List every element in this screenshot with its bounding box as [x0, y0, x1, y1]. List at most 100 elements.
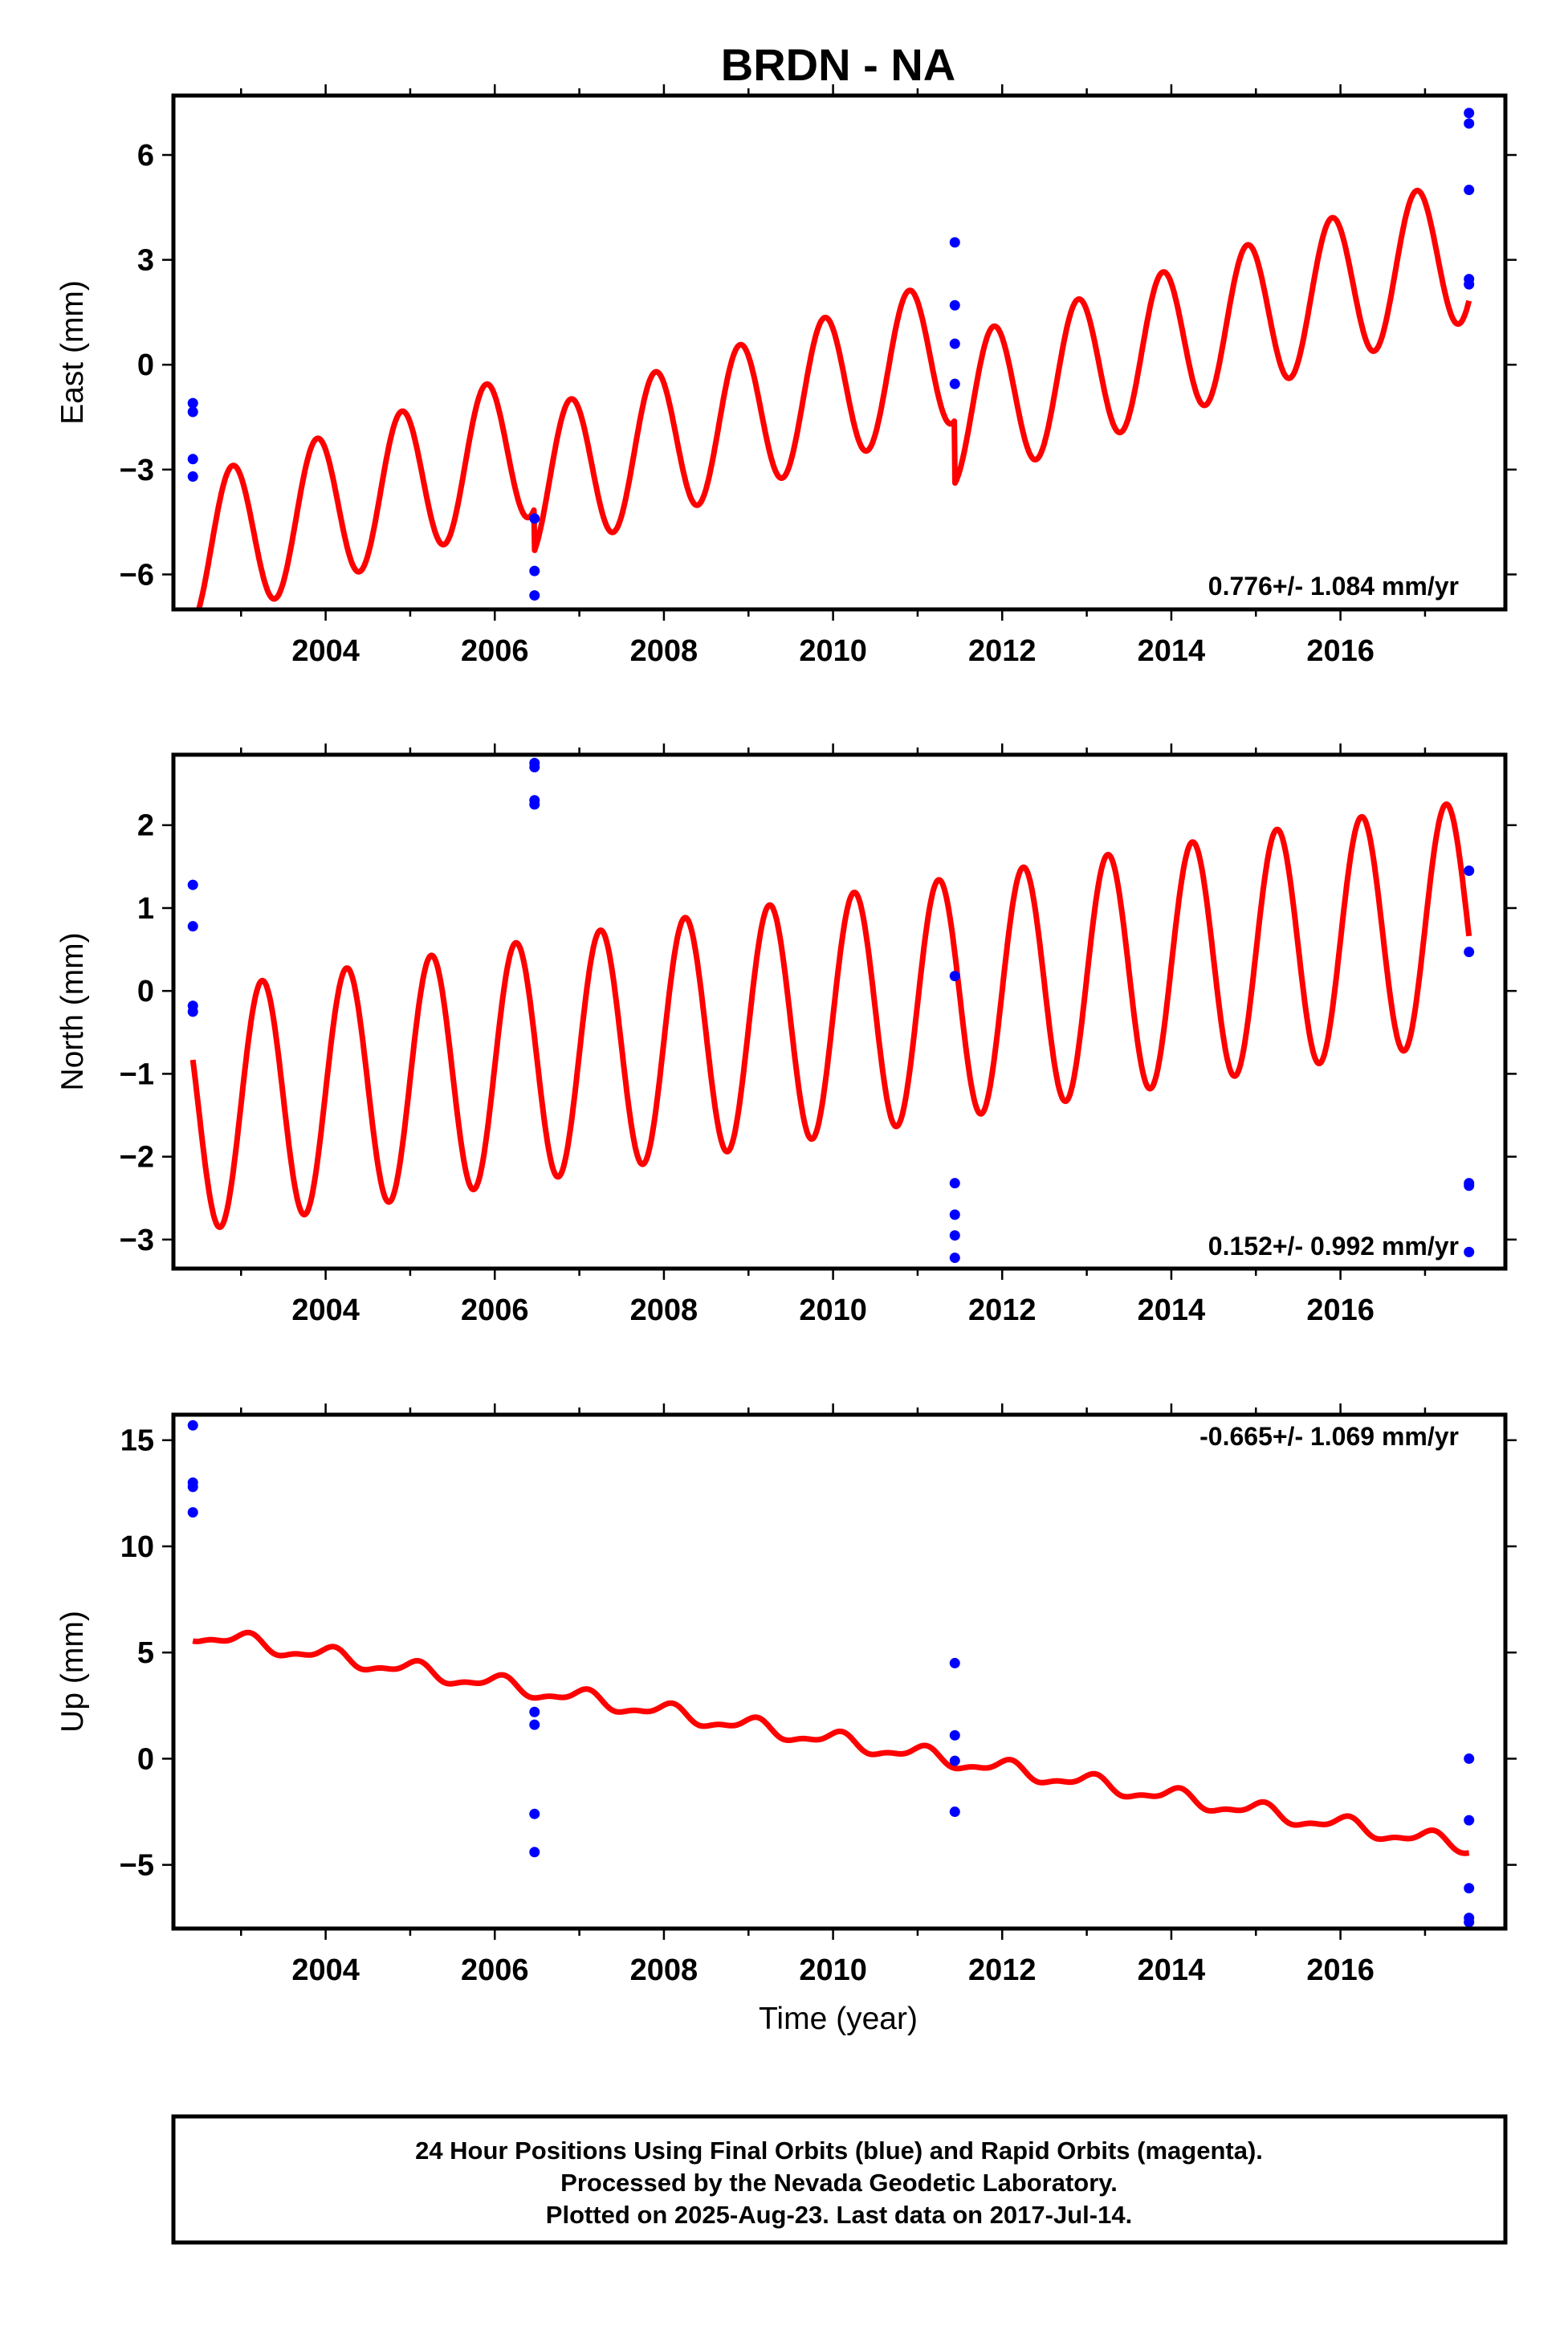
x-tick-label: 2008 [630, 634, 698, 668]
x-tick-label: 2014 [1138, 634, 1206, 668]
up-data-point [949, 1657, 960, 1668]
east-data-point [1464, 185, 1475, 196]
x-tick-label: 2006 [461, 1953, 529, 1987]
x-axis-label: Time (year) [759, 2002, 918, 2036]
x-tick-label: 2008 [630, 1293, 698, 1327]
up-panel: 2004 2006 2008 2010 2012 2014 2016 −5 0 5 10 15 Up (… [55, 1403, 1517, 1987]
y-tick-label: −3 [120, 1224, 154, 1257]
up-data-point [949, 1755, 960, 1766]
y-tick-label: −1 [120, 1057, 154, 1091]
x-tick-label: 2004 [291, 634, 360, 668]
up-data-point [529, 1719, 540, 1730]
north-data-point [949, 1230, 960, 1241]
y-tick-label: 0 [137, 975, 154, 1008]
up-rate-label: -0.665+/- 1.069 mm/yr [1199, 1422, 1459, 1451]
up-data-point [529, 1847, 540, 1858]
x-tick-label: 2012 [968, 634, 1037, 668]
up-data-point [187, 1481, 198, 1493]
east-data-point [949, 378, 960, 389]
y-tick-label: 2 [137, 809, 154, 843]
north-data-point [949, 1253, 960, 1264]
y-tick-label: −3 [120, 454, 154, 487]
x-tick-label: 2010 [799, 1293, 867, 1327]
north-data-point [187, 1006, 198, 1017]
y-tick-label: 5 [137, 1636, 154, 1670]
y-tick-label: 6 [137, 139, 154, 173]
east-data-point [187, 454, 198, 465]
east-data-point [529, 513, 540, 524]
east-model-line [195, 187, 1472, 609]
x-tick-label: 2016 [1306, 1293, 1375, 1327]
up-model-line [190, 1629, 1472, 1856]
north-data-point [1464, 947, 1475, 958]
north-data-point [949, 1209, 960, 1220]
north-y-axis-label: North (mm) [55, 932, 90, 1090]
x-tick-label: 2012 [968, 1293, 1037, 1327]
y-tick-label: 15 [120, 1424, 154, 1458]
north-data-point [187, 921, 198, 932]
north-data-point [949, 1178, 960, 1189]
footer-line-2: Processed by the Nevada Geodetic Laborat… [560, 2169, 1118, 2197]
east-panel: 2004 2006 2008 2010 2012 2014 2016 −6 −3 0 3 6 East … [55, 84, 1517, 668]
y-tick-label: 1 [137, 892, 154, 926]
east-y-axis-label: East (mm) [55, 280, 90, 425]
east-data-point [949, 237, 960, 248]
up-data-point [529, 1808, 540, 1819]
up-data-point [949, 1807, 960, 1818]
x-tick-label: 2016 [1306, 634, 1375, 668]
east-data-point [1464, 108, 1475, 119]
east-data-point [1464, 279, 1475, 290]
x-tick-label: 2014 [1138, 1293, 1206, 1327]
north-model-line [189, 801, 1472, 1230]
x-tick-label: 2004 [291, 1953, 360, 1987]
up-plot-frame [171, 1412, 1508, 1931]
y-tick-label: 0 [137, 348, 154, 382]
y-tick-label: −6 [120, 558, 154, 592]
north-data-point [187, 879, 198, 890]
north-data-point [1464, 1180, 1475, 1191]
east-data-point [949, 299, 960, 311]
east-data-point [1464, 118, 1475, 129]
up-data-point [1464, 1815, 1475, 1826]
chart-title: BRDN - NA [721, 39, 955, 90]
north-data-point [1464, 866, 1475, 877]
footer-box [171, 2114, 1508, 2245]
east-rate-label: 0.776+/- 1.084 mm/yr [1208, 572, 1459, 601]
y-tick-label: −5 [120, 1849, 154, 1883]
y-tick-label: 0 [137, 1742, 154, 1776]
up-data-point [1464, 1883, 1475, 1894]
north-data-point [949, 971, 960, 982]
x-tick-label: 2010 [799, 1953, 867, 1987]
up-data-point [949, 1729, 960, 1741]
east-data-point [187, 397, 198, 409]
east-data-point [529, 565, 540, 576]
up-data-point [187, 1507, 198, 1518]
x-tick-label: 2014 [1138, 1953, 1206, 1987]
east-data-point [529, 590, 540, 601]
east-plot-frame [171, 93, 1508, 612]
y-tick-label: 10 [120, 1530, 154, 1564]
north-panel: 2004 2006 2008 2010 2012 2014 2016 −3 −2 −1 0 1 2 Nor… [55, 743, 1517, 1327]
x-tick-label: 2016 [1306, 1953, 1375, 1987]
up-y-axis-label: Up (mm) [55, 1611, 90, 1733]
up-data-point [529, 1706, 540, 1717]
x-tick-label: 2004 [291, 1293, 360, 1327]
up-data-point [1464, 1753, 1475, 1764]
footer-line-3: Plotted on 2025-Aug-23. Last data on 201… [546, 2201, 1132, 2229]
x-tick-label: 2012 [968, 1953, 1037, 1987]
east-data-point [949, 338, 960, 349]
x-tick-label: 2010 [799, 634, 867, 668]
north-data-point [529, 761, 540, 772]
y-tick-label: −2 [120, 1141, 154, 1175]
y-tick-label: 3 [137, 244, 154, 278]
north-data-point [1464, 1246, 1475, 1257]
east-data-point [187, 471, 198, 483]
x-tick-label: 2006 [461, 634, 529, 668]
up-data-point [187, 1420, 198, 1431]
footer-line-1: 24 Hour Positions Using Final Orbits (bl… [415, 2137, 1263, 2165]
x-tick-label: 2008 [630, 1953, 698, 1987]
east-data-point [187, 406, 198, 418]
x-tick-label: 2006 [461, 1293, 529, 1327]
north-plot-frame [171, 752, 1508, 1271]
